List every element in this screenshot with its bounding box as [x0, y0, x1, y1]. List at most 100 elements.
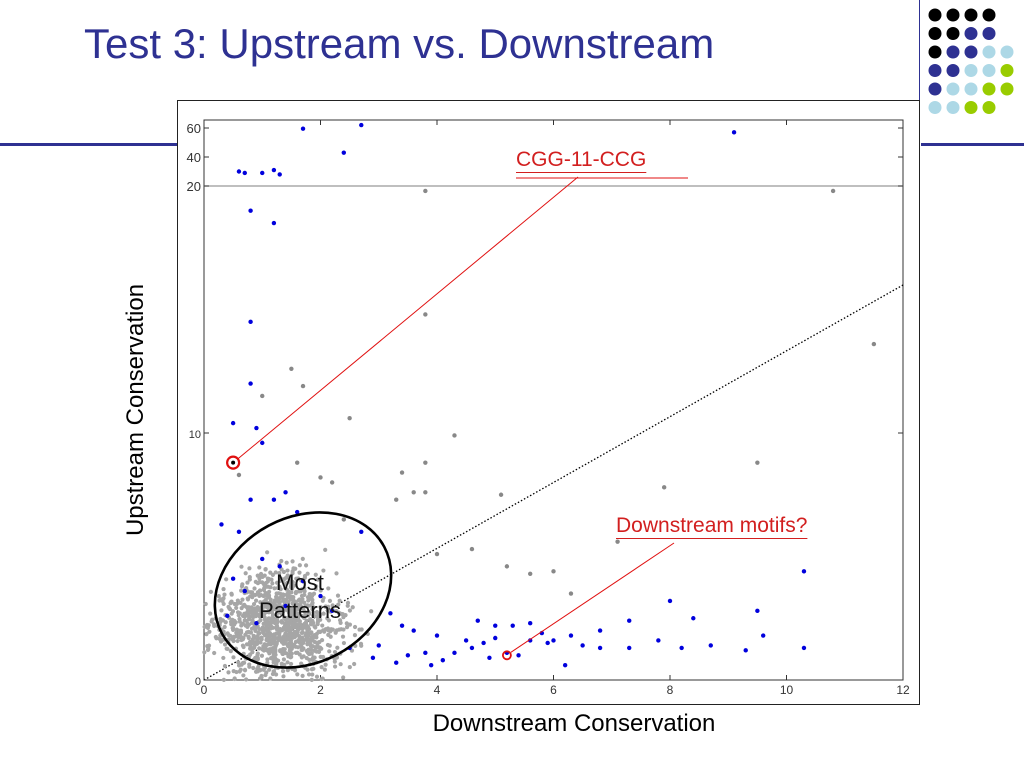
- blue-point: [248, 381, 253, 386]
- blue-point: [463, 638, 469, 643]
- blue-point: [248, 208, 253, 213]
- cluster-point: [265, 576, 270, 581]
- cluster-point: [265, 636, 270, 641]
- blue-point: [801, 569, 807, 574]
- cluster-point: [297, 570, 302, 575]
- cluster-point: [304, 648, 309, 654]
- cluster-point: [281, 657, 287, 662]
- cluster-point: [314, 674, 320, 679]
- cluster-point: [254, 657, 259, 662]
- cluster-point: [304, 618, 309, 623]
- cgg-marker: [226, 455, 241, 470]
- cluster-point: [211, 622, 217, 627]
- cluster-point: [236, 660, 241, 665]
- blue-point: [487, 655, 492, 660]
- cluster-point: [272, 586, 277, 591]
- cluster-point: [226, 670, 231, 675]
- blue-point: [428, 662, 434, 668]
- cluster-point: [285, 608, 290, 613]
- blue-point: [627, 618, 632, 623]
- decor-dot: [964, 45, 978, 59]
- cluster-point: [276, 630, 281, 635]
- cluster-point: [282, 647, 287, 652]
- blue-point: [405, 653, 411, 658]
- cluster-point: [309, 677, 314, 682]
- cluster-point: [288, 638, 294, 643]
- cluster-point: [332, 649, 338, 655]
- grey-point: [300, 383, 306, 389]
- cluster-point: [253, 598, 259, 603]
- cluster-point: [254, 608, 260, 613]
- cluster-point: [311, 613, 316, 618]
- cluster-point: [306, 611, 312, 617]
- cluster-point: [313, 625, 318, 630]
- cluster-point: [284, 560, 289, 565]
- cluster-point: [284, 597, 289, 603]
- cluster-point: [239, 564, 244, 569]
- cluster-point: [260, 574, 265, 580]
- cluster-point: [262, 642, 267, 647]
- cluster-point: [332, 659, 337, 664]
- cluster-point: [278, 592, 283, 597]
- cluster-point: [297, 563, 302, 568]
- cluster-point: [352, 633, 358, 638]
- cluster-point: [222, 592, 227, 597]
- cluster-point: [235, 610, 241, 615]
- grey-point: [236, 472, 242, 478]
- grey-point: [615, 539, 620, 544]
- cluster-point: [276, 584, 281, 589]
- cluster-point: [269, 616, 274, 621]
- decor-dot: [946, 27, 960, 40]
- cluster-point: [239, 662, 244, 667]
- cluster-point: [332, 664, 338, 669]
- cluster-point: [244, 618, 249, 624]
- blue-point: [236, 169, 242, 174]
- cluster-point: [337, 618, 343, 623]
- cluster-point: [347, 622, 353, 627]
- cluster-point: [262, 612, 267, 617]
- blue-point: [743, 648, 748, 653]
- cluster-point: [241, 673, 246, 678]
- cluster-point: [235, 638, 240, 644]
- y-tick-label: 10: [189, 429, 201, 441]
- cluster-point: [233, 620, 238, 625]
- decor-dot: [946, 101, 960, 114]
- blue-point: [295, 509, 300, 515]
- cluster-point: [267, 667, 272, 672]
- grey-point: [329, 480, 335, 485]
- cluster-point: [334, 628, 339, 633]
- grey-point: [551, 569, 556, 574]
- cluster-point: [338, 662, 343, 667]
- cluster-point: [326, 586, 331, 591]
- cluster-point: [213, 634, 218, 640]
- x-tick-label: 6: [550, 683, 557, 697]
- cluster-point: [291, 598, 296, 603]
- cluster-point: [330, 603, 335, 608]
- scatter-chart: 0 2 4 6 8 10 12 0 10 20 40 60: [177, 100, 920, 705]
- cluster-point: [359, 643, 364, 648]
- decor-dot: [982, 64, 996, 77]
- cluster-point: [253, 579, 258, 584]
- cluster-point: [239, 588, 244, 593]
- cluster-point: [318, 588, 323, 593]
- cluster-point: [231, 634, 236, 639]
- cluster-point: [271, 646, 276, 651]
- blue-point: [510, 623, 515, 628]
- cluster-point: [285, 592, 290, 598]
- cluster-point: [289, 616, 294, 621]
- cluster-point: [313, 572, 318, 577]
- cluster-point: [238, 629, 243, 634]
- y-axis-label: Upstream Conservation: [122, 283, 149, 537]
- cluster-point: [277, 600, 282, 605]
- slide-title: Test 3: Upstream vs. Downstream: [84, 20, 715, 67]
- cluster-point: [232, 676, 237, 682]
- cgg-connector: [237, 176, 579, 460]
- cluster-point: [316, 629, 321, 634]
- cluster-point: [302, 575, 307, 581]
- cluster-point: [302, 600, 307, 605]
- decor-dot: [946, 45, 960, 59]
- cluster-point: [288, 597, 293, 602]
- blue-point: [411, 628, 416, 633]
- blue-point: [254, 620, 259, 626]
- cluster-point: [285, 573, 290, 578]
